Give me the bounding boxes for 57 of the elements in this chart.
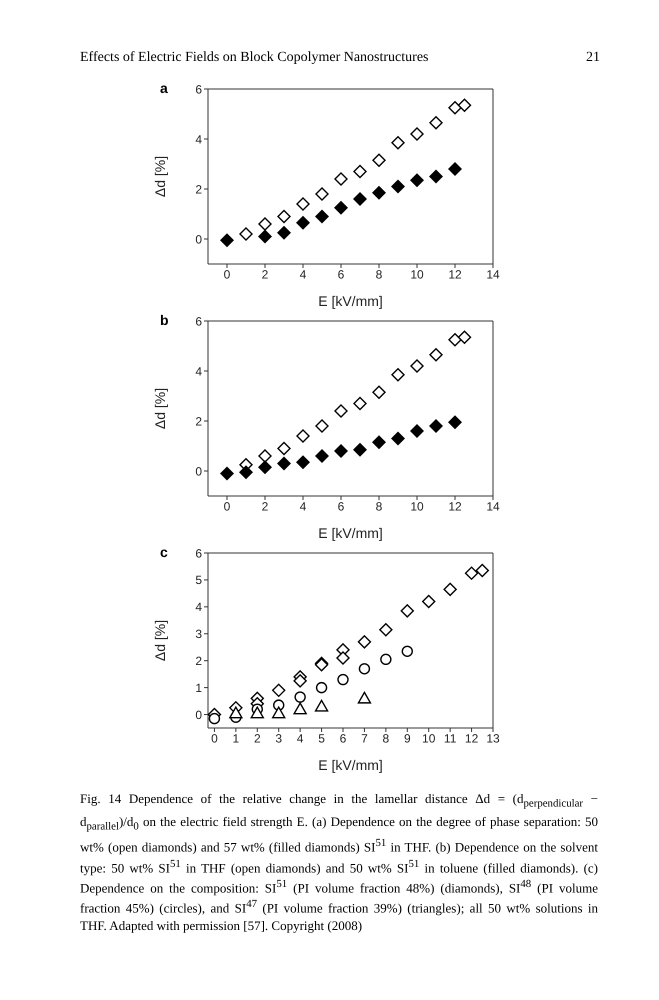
x-tick-label: 6 bbox=[338, 500, 345, 514]
x-tick-label: 11 bbox=[444, 732, 457, 746]
chart-title: a bbox=[160, 80, 168, 96]
x-tick-label: 4 bbox=[300, 268, 307, 282]
y-tick-label: 6 bbox=[195, 82, 202, 96]
y-tick-label: 6 bbox=[195, 546, 202, 560]
y-axis-title: Δd [%] bbox=[152, 156, 168, 198]
y-tick-label: 5 bbox=[195, 573, 202, 588]
x-axis-title: E [kV/mm] bbox=[318, 525, 383, 541]
x-tick-label: 1 bbox=[232, 732, 240, 746]
y-tick-label: 2 bbox=[195, 654, 202, 668]
x-tick-label: 2 bbox=[262, 268, 269, 282]
y-tick-label: 2 bbox=[195, 182, 202, 196]
chart-title: b bbox=[160, 312, 169, 328]
x-tick-label: 6 bbox=[338, 268, 345, 282]
x-tick-label: 2 bbox=[262, 500, 269, 514]
x-tick-label: 14 bbox=[486, 268, 500, 282]
x-tick-label: 5 bbox=[318, 732, 326, 746]
x-tick-label: 0 bbox=[211, 732, 218, 746]
x-tick-label: 0 bbox=[224, 268, 231, 282]
y-tick-label: 0 bbox=[195, 708, 202, 722]
text: Effects of Electric Fields on Block Copolymer Nanostructures bbox=[80, 50, 428, 66]
x-axis-title: E [kV/mm] bbox=[318, 293, 383, 309]
x-tick-label: 12 bbox=[448, 500, 462, 514]
chart-title: c bbox=[160, 544, 168, 560]
x-tick-label: 2 bbox=[254, 732, 261, 746]
y-tick-label: 4 bbox=[195, 364, 202, 378]
x-tick-label: 13 bbox=[486, 732, 500, 746]
x-tick-label: 14 bbox=[486, 500, 500, 514]
text: Fig. 14 Dependence of the relative change in the lamellar distance Δd = (d$_{perpendicular}$ − d$_{parallel}$)/d$_{0}$ on the electric field strength E. (a) Dependence on the degree of phase separation: 50 wt% (open diamonds) and 57 wt% (filled diamonds) SI$^{51}$ in THF. (b) Dependence on the solvent type: 50 wt% SI$^{51}$ in THF (open diamonds) and 50 wt% SI$^{51}$ in toluene (filled diamonds). (c) Dependence on the composition: SI$^{51}$ (PI volume fraction 48%) (diamonds), SI$^{48}$ (PI volume fraction 45%) (circles), and SI$^{47}$ (PI volume fraction 39%) (triangles); all 50 wt% solutions in THF. Adapted with permission [57]. Copyright (2008) bbox=[80, 791, 598, 932]
x-tick-label: 8 bbox=[382, 732, 390, 746]
y-tick-label: 3 bbox=[195, 627, 202, 642]
x-tick-label: 7 bbox=[361, 732, 368, 746]
y-tick-label: 4 bbox=[195, 132, 202, 146]
x-tick-label: 12 bbox=[448, 268, 462, 282]
y-tick-label: 1 bbox=[195, 680, 202, 695]
x-tick-label: 4 bbox=[300, 500, 307, 514]
x-tick-label: 10 bbox=[410, 500, 424, 514]
x-tick-label: 8 bbox=[376, 500, 383, 514]
x-tick-label: 6 bbox=[340, 732, 347, 746]
x-tick-label: 3 bbox=[275, 732, 282, 746]
text: 21 bbox=[586, 50, 600, 66]
x-axis-title: E [kV/mm] bbox=[318, 757, 383, 773]
y-axis-title: Δd [%] bbox=[152, 620, 168, 662]
x-tick-label: 10 bbox=[422, 732, 436, 746]
y-axis-title: Δd [%] bbox=[152, 388, 168, 430]
x-tick-label: 4 bbox=[296, 732, 304, 746]
x-tick-label: 8 bbox=[376, 268, 383, 282]
x-tick-label: 0 bbox=[224, 500, 231, 514]
y-tick-label: 6 bbox=[195, 314, 202, 328]
y-tick-label: 0 bbox=[195, 232, 202, 246]
y-tick-label: 2 bbox=[195, 414, 202, 428]
x-tick-label: 10 bbox=[410, 268, 424, 282]
y-tick-label: 4 bbox=[195, 600, 202, 614]
x-tick-label: 9 bbox=[404, 732, 411, 746]
x-tick-label: 12 bbox=[464, 732, 479, 746]
y-tick-label: 0 bbox=[195, 464, 202, 478]
